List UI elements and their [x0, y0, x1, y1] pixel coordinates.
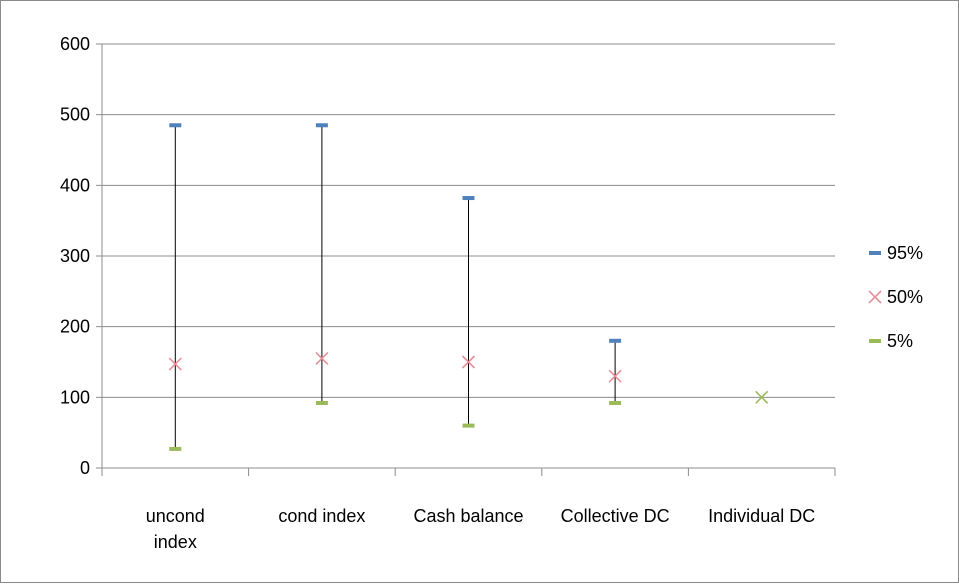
point-50pct: [168, 357, 182, 371]
point-5pct: [462, 423, 475, 428]
y-tick-label: 200: [60, 317, 90, 337]
x-marker-stroke: [315, 351, 329, 366]
y-tick-label: 0: [80, 458, 90, 478]
point-50pct: [315, 351, 329, 366]
x-category-label: Collective DC: [561, 506, 670, 526]
point-95pct: [609, 338, 622, 343]
legend: 95% 50% 5%: [868, 243, 923, 351]
x-marker-stroke: [168, 357, 182, 371]
y-tick-label: 300: [60, 246, 90, 266]
plot-area: [168, 123, 769, 451]
x-category-label: Cash balance: [413, 506, 523, 526]
point-5pct: [315, 400, 328, 405]
y-tick-label: 100: [60, 387, 90, 407]
legend-marker: [869, 251, 881, 255]
x-category-label: index: [154, 532, 197, 552]
axes: 0 100 200 300 400 500 600 uncond index cond index…: [60, 34, 836, 552]
legend-label: 5%: [887, 331, 913, 351]
point-95pct: [462, 196, 475, 201]
legend-marker: [869, 339, 881, 343]
y-tick-label: 600: [60, 34, 90, 54]
x-marker-stroke: [755, 390, 769, 404]
point-50pct: [755, 390, 769, 404]
point-50pct: [461, 355, 476, 369]
point-5pct: [169, 446, 182, 451]
x-marker-stroke: [608, 369, 622, 383]
x-category-label: cond index: [278, 506, 365, 526]
x-marker-stroke: [461, 355, 476, 369]
point-95pct: [169, 123, 182, 128]
x-category-label: uncond: [146, 506, 205, 526]
x-category-label: Individual DC: [708, 506, 815, 526]
point-50pct: [608, 369, 622, 383]
legend-label: 50%: [887, 287, 923, 307]
point-95pct: [315, 123, 328, 128]
legend-label: 95%: [887, 243, 923, 263]
y-tick-label: 500: [60, 105, 90, 125]
x-marker-stroke: [868, 290, 882, 304]
legend-marker: [868, 290, 882, 304]
y-tick-label: 400: [60, 175, 90, 195]
point-5pct: [609, 400, 622, 405]
